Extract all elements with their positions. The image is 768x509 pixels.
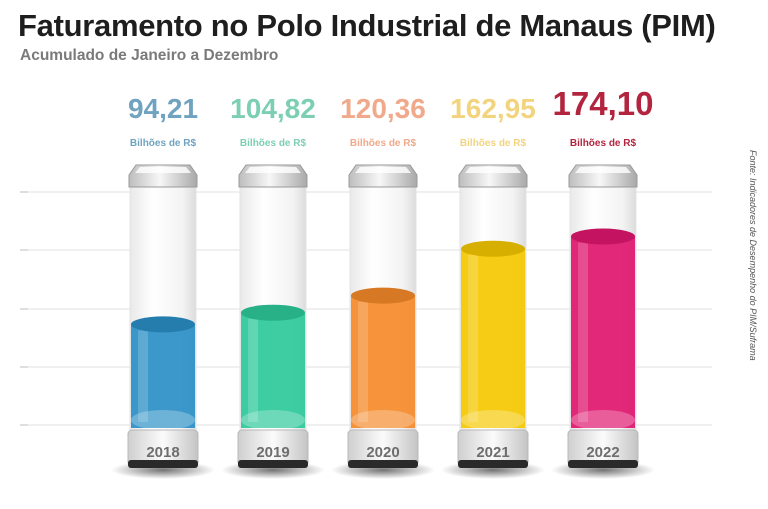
- tube-2020: 2020 120,36 Bilhões de R$: [331, 93, 435, 479]
- bar-2019: [241, 312, 305, 428]
- year-label: 2020: [366, 444, 399, 461]
- value-label: 94,21: [128, 93, 198, 124]
- tube-2018: 2018 94,21 Bilhões de R$: [111, 93, 215, 479]
- tube-2019: 2019 104,82 Bilhões de R$: [221, 93, 325, 479]
- unit-label: Bilhões de R$: [460, 138, 527, 149]
- value-label: 104,82: [230, 93, 316, 124]
- bar-surface: [241, 304, 305, 321]
- tube-2022: 2022 174,10 Bilhões de R$: [551, 85, 655, 479]
- tube-cap-highlight: [135, 167, 191, 173]
- tube-base-foot: [128, 460, 198, 468]
- tube-cap-highlight: [245, 167, 301, 173]
- bar-glow: [351, 410, 415, 430]
- value-label: 120,36: [340, 93, 426, 124]
- year-label: 2019: [256, 444, 289, 461]
- unit-label: Bilhões de R$: [350, 138, 417, 149]
- bar-surface-shade: [131, 316, 195, 333]
- bar-surface: [571, 228, 635, 245]
- bar-glow: [571, 410, 635, 430]
- bar-glow: [241, 410, 305, 430]
- tube-base-foot: [348, 460, 418, 468]
- bar-surface-shade: [461, 240, 525, 257]
- tube-base-foot: [238, 460, 308, 468]
- bar-highlight: [248, 318, 258, 422]
- page-title: Faturamento no Polo Industrial de Manaus…: [18, 8, 716, 43]
- unit-label: Bilhões de R$: [240, 138, 307, 149]
- bar-surface: [461, 240, 525, 257]
- bar-surface-shade: [571, 228, 635, 245]
- tubes: 2018 94,21 Bilhões de R$ 2019 104,82 Bilhões …: [111, 85, 655, 479]
- value-label: 162,95: [450, 93, 536, 124]
- bar-highlight: [138, 330, 148, 422]
- bar-glow: [131, 410, 195, 430]
- bar-2022: [571, 236, 635, 428]
- bar-2020: [351, 295, 415, 428]
- bar-2018: [131, 324, 195, 428]
- year-label: 2018: [146, 444, 179, 461]
- bar-surface: [351, 287, 415, 304]
- tube-base-foot: [568, 460, 638, 468]
- source-note: Fonte: Indicadores de Desempenho do PIM/…: [748, 150, 758, 361]
- tube-cap-highlight: [575, 167, 631, 173]
- value-label: 174,10: [553, 85, 654, 122]
- tube-cap-highlight: [465, 167, 521, 173]
- bar-highlight: [578, 242, 588, 422]
- bar-surface-shade: [351, 287, 415, 304]
- tube-2021: 2021 162,95 Bilhões de R$: [441, 93, 545, 479]
- tube-base-foot: [458, 460, 528, 468]
- tube-cap-highlight: [355, 167, 411, 173]
- unit-label: Bilhões de R$: [130, 138, 197, 149]
- page-subtitle: Acumulado de Janeiro a Dezembro: [20, 47, 279, 64]
- bar-glow: [461, 410, 525, 430]
- bar-highlight: [358, 301, 368, 422]
- unit-label: Bilhões de R$: [570, 138, 637, 149]
- year-label: 2022: [586, 444, 619, 461]
- bar-surface: [131, 316, 195, 333]
- bar-2021: [461, 248, 525, 428]
- year-label: 2021: [476, 444, 509, 461]
- bar-highlight: [468, 254, 478, 422]
- bar-surface-shade: [241, 304, 305, 321]
